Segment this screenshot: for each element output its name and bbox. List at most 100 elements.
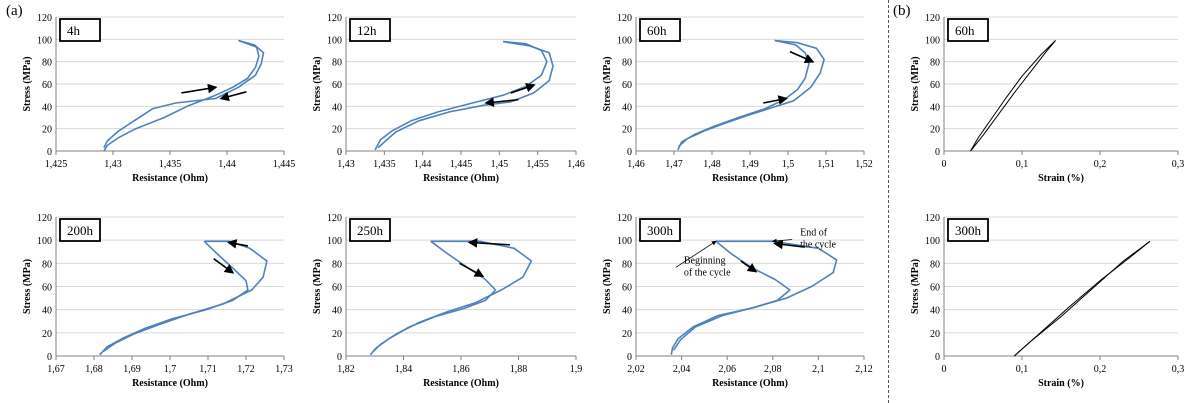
y-axis-title: Stress (MPa) [602,56,613,111]
y-tick-label: 80 [622,259,632,270]
chart-title: 300h [647,223,674,238]
x-tick-label: 1,445 [450,159,473,170]
direction-arrow [459,262,485,278]
chart-title-box [59,18,101,42]
chart-300h: 0 20 40 60 80 100 120 2,02 2,04 2,06 2,08 2,1 2,12 Re… [602,213,873,389]
y-tick-label: 120 [617,13,632,24]
x-tick-label: 1,47 [665,159,683,170]
y-tick-label: 20 [930,329,940,340]
y-tick-label: 40 [622,102,632,113]
series-line [103,240,268,353]
series-line [970,40,1056,152]
annotation-text: End of [800,228,828,239]
x-tick-label: 0,1 [1016,159,1029,170]
x-tick-label: 1,46 [567,159,585,170]
x-tick-label: 2,06 [718,364,736,375]
y-tick-label: 120 [327,213,342,224]
x-tick-label: 1,52 [855,159,873,170]
direction-arrow [510,83,536,94]
x-axis-title: Resistance (Ohm) [423,378,499,389]
y-tick-label: 20 [42,329,52,340]
y-tick-label: 80 [332,259,342,270]
chart-title: 60h [955,23,975,38]
chart-12h: 0 20 40 60 80 100 120 1,43 1,435 1,44 1,445 1,45 1,4… [312,13,585,184]
chart-strain-60h: 0 20 40 60 80 100 120 0 0,1 0,2 0,3 Strain (%) Stres… [910,13,1185,184]
annotation-text: of the cycle [684,267,731,278]
y-axis-title: Stress (MPa) [910,56,921,111]
x-tick-label: 1,7 [164,364,177,375]
x-tick-label: 2,12 [855,364,873,375]
y-tick-label: 100 [617,35,632,46]
chart-4h: 0 20 40 60 80 100 120 1,425 1,43 1,435 1,44 1,445 Re… [22,13,295,184]
y-tick-label: 0 [935,147,940,158]
y-tick-label: 40 [42,306,52,317]
annotation-pointer [771,238,793,244]
chart-title: 200h [67,223,94,238]
y-tick-label: 40 [332,102,342,113]
direction-arrow [763,95,788,105]
direction-arrow [789,50,815,63]
x-tick-label: 0 [942,159,947,170]
y-tick-label: 120 [925,213,940,224]
x-tick-label: 1,86 [452,364,470,375]
y-tick-label: 40 [622,306,632,317]
chart-title-box [947,218,989,242]
panel-b-label: (b) [893,3,911,19]
y-tick-label: 100 [617,236,632,247]
chart-250h: 0 20 40 60 80 100 120 1,82 1,84 1,86 1,88 1,9 Resist… [312,213,582,389]
y-tick-label: 40 [930,306,940,317]
y-tick-label: 60 [42,283,52,294]
y-tick-label: 120 [617,213,632,224]
chart-title-box [639,218,681,242]
y-axis-title: Stress (MPa) [22,56,33,111]
direction-arrow [740,260,758,273]
x-tick-label: 1,44 [414,159,432,170]
annotation-text: Beginning [684,255,726,266]
x-tick-label: 1,425 [45,159,68,170]
x-tick-label: 1,5 [782,159,795,170]
x-tick-label: 2,08 [764,364,782,375]
y-tick-label: 0 [337,147,342,158]
chart-title-box [59,218,101,242]
y-tick-label: 100 [37,236,52,247]
y-tick-label: 60 [42,80,52,91]
x-tick-label: 0 [942,364,947,375]
x-tick-label: 1,68 [85,364,103,375]
direction-arrow [467,238,510,248]
x-tick-label: 1,48 [703,159,721,170]
y-tick-label: 100 [925,236,940,247]
chart-200h: 0 20 40 60 80 100 120 1,67 1,68 1,69 1,7 1,71 1,72 1,… [22,213,293,389]
x-tick-label: 1,45 [491,159,509,170]
series-line [678,39,825,148]
y-tick-label: 60 [332,80,342,91]
x-tick-label: 1,88 [510,364,528,375]
y-tick-label: 20 [930,125,940,136]
y-tick-label: 20 [332,125,342,136]
y-tick-label: 80 [930,58,940,69]
y-axis-title: Stress (MPa) [22,259,33,314]
chart-title-box [349,18,391,42]
x-tick-label: 1,435 [373,159,396,170]
chart-title: 12h [357,23,377,38]
y-tick-label: 60 [622,80,632,91]
y-axis-title: Stress (MPa) [910,259,921,314]
y-tick-label: 100 [925,35,940,46]
direction-arrow [181,83,218,94]
x-tick-label: 2,02 [627,364,645,375]
x-tick-label: 1,43 [337,159,355,170]
y-tick-label: 0 [627,147,632,158]
x-tick-label: 1,455 [526,159,549,170]
direction-arrow [213,258,235,274]
direction-arrow [219,91,247,102]
y-tick-label: 100 [327,236,342,247]
chart-title-box [639,18,681,42]
x-tick-label: 1,69 [123,364,141,375]
x-tick-label: 0,3 [1172,159,1185,170]
x-axis-title: Resistance (Ohm) [712,173,788,184]
chart-title-box [349,218,391,242]
y-tick-label: 0 [337,352,342,363]
y-tick-label: 120 [925,13,940,24]
y-tick-label: 80 [332,58,342,69]
y-tick-label: 20 [622,329,632,340]
